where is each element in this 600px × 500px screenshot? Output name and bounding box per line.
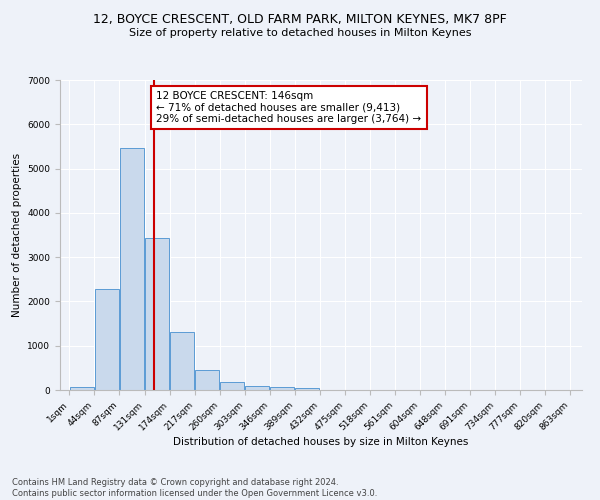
Bar (270, 387, 295, 390)
Bar (195, 370, 220, 390)
Bar (95, 290, 119, 390)
Bar (119, 148, 145, 390)
Text: 12, BOYCE CRESCENT, OLD FARM PARK, MILTON KEYNES, MK7 8PF: 12, BOYCE CRESCENT, OLD FARM PARK, MILTO… (93, 12, 507, 26)
Bar (295, 388, 319, 390)
Text: 12 BOYCE CRESCENT: 146sqm
← 71% of detached houses are smaller (9,413)
29% of se: 12 BOYCE CRESCENT: 146sqm ← 71% of detac… (157, 91, 422, 124)
Text: Size of property relative to detached houses in Milton Keynes: Size of property relative to detached ho… (129, 28, 471, 38)
Bar (220, 382, 244, 390)
Bar (245, 386, 269, 390)
Bar (145, 238, 169, 390)
Bar (70, 388, 94, 390)
Y-axis label: Number of detached properties: Number of detached properties (12, 153, 22, 317)
Bar (170, 332, 194, 390)
X-axis label: Distribution of detached houses by size in Milton Keynes: Distribution of detached houses by size … (173, 438, 469, 448)
Text: Contains HM Land Registry data © Crown copyright and database right 2024.
Contai: Contains HM Land Registry data © Crown c… (12, 478, 377, 498)
